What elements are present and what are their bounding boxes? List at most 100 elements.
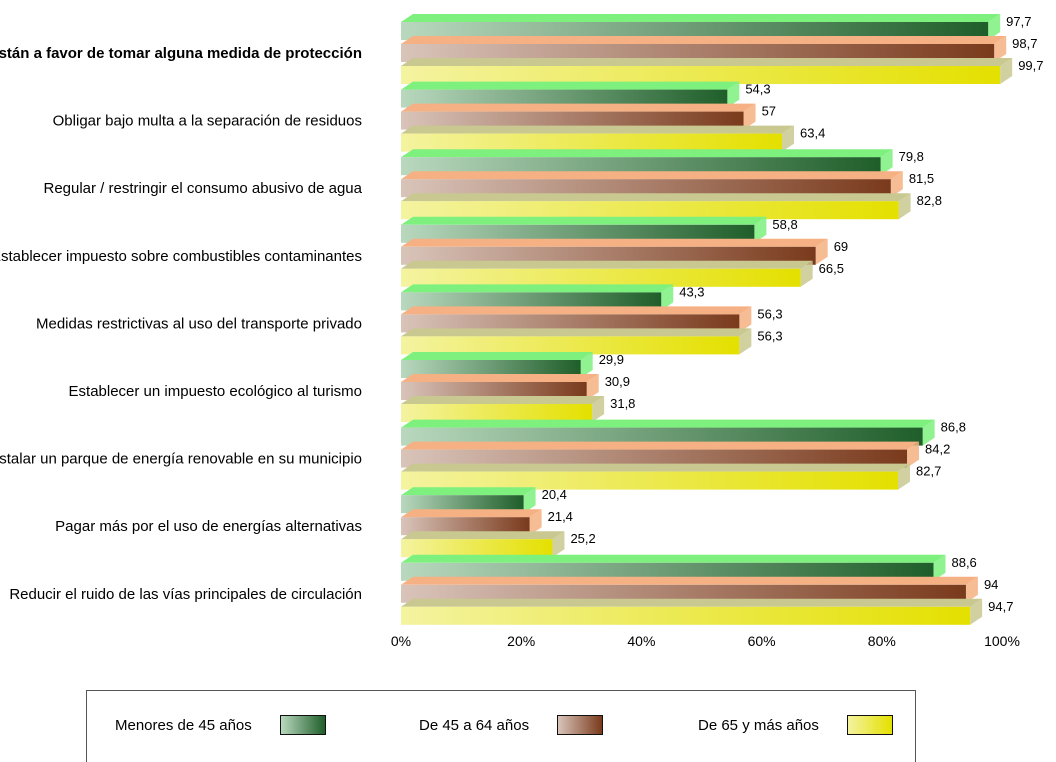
- value-labels: 97,7 98,7 99,7 54,3 57 63,4 79,8 81,5 82,8 58,8 69…: [542, 14, 1044, 614]
- bar-front-face: [401, 268, 801, 287]
- bar-2: [401, 463, 911, 490]
- legend-item-2: De 65 y más años: [698, 715, 893, 735]
- bar-front-face: [401, 584, 966, 603]
- bar-front-face: [401, 471, 899, 490]
- bar-0: [401, 14, 1001, 40]
- bar-front-face: [401, 224, 755, 243]
- bar-side-face: [1000, 58, 1013, 84]
- bar-top-face: [401, 14, 1001, 22]
- bar-front-face: [401, 314, 740, 333]
- bar-side-face: [970, 598, 983, 625]
- bar-side-face: [907, 441, 920, 468]
- bar-side-face: [592, 396, 605, 422]
- bar-1: [401, 171, 903, 198]
- value-label: 63,4: [800, 126, 825, 141]
- category-label: Regular / restringir el consumo abusivo …: [43, 180, 362, 197]
- value-label: 86,8: [941, 420, 966, 435]
- bar-top-face: [401, 328, 752, 337]
- bar-top-face: [401, 576, 978, 585]
- value-label: 84,2: [925, 442, 950, 457]
- bar-top-face: [401, 306, 752, 315]
- category-label: Reducir el ruido de las vías principales…: [9, 586, 362, 603]
- bar-1: [401, 576, 978, 603]
- bar-side-face: [529, 509, 542, 536]
- bar-front-face: [401, 336, 740, 355]
- value-label: 82,7: [916, 464, 941, 479]
- bar-top-face: [401, 238, 828, 247]
- bar-front-face: [401, 495, 524, 514]
- bar-0: [401, 284, 674, 311]
- bar-1: [401, 509, 542, 536]
- bar-front-face: [401, 562, 934, 581]
- bar-top-face: [401, 171, 903, 180]
- x-tick-label: 60%: [748, 633, 776, 649]
- bar-front-face: [401, 111, 744, 130]
- bar-side-face: [965, 576, 978, 603]
- bar-side-face: [782, 125, 795, 152]
- bar-0: [401, 216, 767, 243]
- category-label: Medidas restrictivas al uso del transpor…: [36, 315, 362, 332]
- category-label: Establecer un impuesto ecológico al turi…: [69, 383, 362, 400]
- value-label: 69: [834, 239, 848, 254]
- category-labels: Están a favor de tomar alguna medida de …: [0, 45, 363, 603]
- value-label: 43,3: [679, 284, 704, 299]
- bar-top-face: [401, 554, 946, 563]
- bar-top-face: [401, 81, 740, 90]
- value-label: 66,5: [819, 261, 844, 276]
- category-label: Pagar más por el uso de energías alterna…: [55, 518, 362, 535]
- x-tick-label: 100%: [984, 633, 1020, 649]
- bar-front-face: [401, 179, 891, 198]
- value-label: 94,7: [988, 599, 1013, 614]
- bar-front-face: [401, 66, 1001, 84]
- bar-side-face: [580, 352, 593, 378]
- bar-0: [401, 352, 593, 378]
- bar-1: [401, 36, 1007, 62]
- legend: Menores de 45 años De 45 a 64 años De 65…: [86, 690, 916, 762]
- bar-0: [401, 487, 536, 514]
- bar-side-face: [880, 149, 893, 176]
- bar-front-face: [401, 427, 923, 446]
- bar-2: [401, 125, 795, 152]
- bar-side-face: [743, 103, 756, 130]
- category-label: Establecer impuesto sobre combustibles c…: [0, 248, 362, 265]
- value-label: 79,8: [899, 149, 924, 164]
- bar-top-face: [401, 509, 542, 518]
- value-label: 98,7: [1012, 36, 1037, 51]
- value-label: 56,3: [757, 306, 782, 321]
- value-label: 31,8: [610, 396, 635, 411]
- bar-front-face: [401, 404, 593, 422]
- x-tick-label: 0%: [391, 633, 411, 649]
- x-tick-label: 20%: [507, 633, 535, 649]
- bar-top-face: [401, 284, 674, 293]
- bar-0: [401, 419, 935, 446]
- bar-front-face: [401, 292, 662, 311]
- bar-front-face: [401, 133, 783, 152]
- bar-front-face: [401, 246, 816, 265]
- bar-front-face: [401, 449, 908, 468]
- value-label: 30,9: [605, 374, 630, 389]
- legend-label: De 65 y más años: [698, 716, 819, 734]
- bar-side-face: [586, 374, 599, 400]
- bar-2: [401, 396, 605, 422]
- legend-swatch: [557, 715, 604, 735]
- bar-2: [401, 531, 565, 558]
- bar-2: [401, 328, 752, 355]
- bar-side-face: [754, 216, 767, 243]
- value-label: 20,4: [542, 487, 567, 502]
- bar-top-face: [401, 216, 767, 225]
- legend-label: De 45 a 64 años: [419, 716, 530, 734]
- value-label: 29,9: [599, 352, 624, 367]
- bar-side-face: [933, 554, 946, 581]
- bar-top-face: [401, 374, 599, 382]
- bar-side-face: [739, 328, 752, 355]
- legend-item-1: De 45 a 64 años: [419, 715, 604, 735]
- bar-side-face: [815, 238, 828, 265]
- chart-canvas: Están a favor de tomar alguna medida de …: [0, 14, 1044, 649]
- bar-front-face: [401, 382, 587, 400]
- bar-top-face: [401, 598, 983, 607]
- legend-swatch: [846, 715, 893, 735]
- bar-top-face: [401, 58, 1013, 66]
- bar-top-face: [401, 419, 935, 428]
- bar-top-face: [401, 487, 536, 496]
- bar-1: [401, 374, 599, 400]
